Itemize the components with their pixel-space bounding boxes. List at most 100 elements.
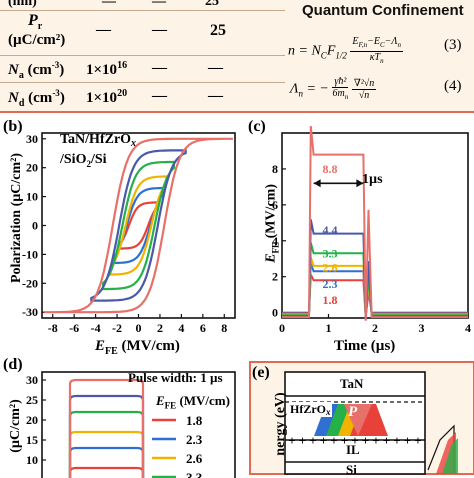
panel-d-axes-frame	[41, 371, 236, 478]
pulse-label-8.8: 8.8	[323, 162, 338, 176]
quantum-title: Quantum Confinement	[302, 2, 464, 19]
plus-charge: +	[404, 433, 411, 448]
y-tick-label: -10	[22, 247, 38, 261]
polarization-p-label: P	[348, 404, 358, 420]
plus-charge: +	[309, 433, 316, 448]
plus-charge: +	[414, 433, 421, 448]
y-tick-label: 6	[272, 198, 278, 212]
y-tick-label: 2	[272, 270, 278, 284]
panel-b-letter: (b)	[3, 118, 23, 135]
x-tick-label: -6	[69, 321, 79, 335]
row-pr-col3: 25	[210, 22, 226, 39]
equation-3: n = NCF1/2 EF,n−EC−Λn κTn	[288, 36, 403, 65]
equation-3-number: (3)	[444, 37, 462, 53]
y-tick-label: 8	[272, 162, 278, 176]
x-tick-label: 4	[465, 321, 471, 335]
row-nd-label: Nd (cm-3)	[8, 88, 65, 109]
panel-c-xlabel: Time (µs)	[334, 338, 396, 354]
legend-label-2.6: 2.6	[186, 451, 203, 466]
x-tick-label: 2	[157, 321, 163, 335]
x-tick-label: 0	[136, 321, 142, 335]
x-tick-label: 8	[221, 321, 227, 335]
panel-b-annotation-1: TaN/HfZrOx	[60, 132, 137, 149]
table-rule	[0, 10, 285, 11]
hysteresis-loop-8.8	[44, 137, 233, 314]
panel-d-letter: (d)	[3, 356, 23, 373]
top-table-panel	[0, 0, 474, 113]
x-tick-label: -2	[112, 321, 122, 335]
plus-charge: +	[393, 433, 400, 448]
pulse-label-1.8: 1.8	[323, 293, 338, 307]
x-tick-label: 0	[279, 321, 285, 335]
y-tick-label: 30	[26, 132, 38, 146]
y-tick-label: 25	[26, 393, 38, 407]
arrow-head-left	[313, 179, 321, 188]
y-tick-label: 0	[272, 306, 278, 320]
polarization-trace-8.8	[68, 378, 145, 478]
x-tick-label: -8	[48, 321, 58, 335]
row-na-col3: —	[208, 60, 223, 76]
y-tick-label: 10	[26, 453, 38, 467]
panel-b-annotation-2: /SiO2/Si	[60, 152, 107, 169]
pulse-label-2.3: 2.3	[323, 277, 338, 291]
row-pr-col2: —	[152, 22, 167, 38]
table-rule	[0, 82, 285, 83]
hysteresis-loop-4.4	[90, 149, 187, 302]
layer-il-label: IL	[346, 442, 360, 457]
pulse-width-label: 1µs	[362, 172, 383, 187]
y-tick-label: -30	[22, 305, 38, 319]
plus-charge: +	[288, 433, 295, 448]
y-tick-label: 30	[26, 373, 38, 387]
band-fill-green	[442, 438, 458, 474]
row-na-col2: —	[152, 60, 167, 76]
table-partial-cell: —	[152, 0, 166, 9]
row-pr-symbol: Pr	[28, 12, 43, 33]
x-tick-label: 2	[372, 321, 378, 335]
pulse-label-2.6: 2.6	[323, 261, 338, 275]
layer-si-label: Si	[346, 462, 357, 477]
table-partial-label: (nm)	[8, 0, 37, 9]
hysteresis-loop-2.6	[109, 175, 168, 276]
pulse-label-4.4: 4.4	[323, 223, 338, 237]
y-tick-label: 4	[272, 234, 278, 248]
panel-d-title: Pulse width: 1 µs	[128, 370, 223, 385]
panel-e-ylabel: nergy (eV)	[273, 392, 288, 456]
pulse-trace-8.8	[282, 126, 468, 321]
x-tick-label: 3	[419, 321, 425, 335]
legend-label-1.8: 1.8	[186, 413, 203, 428]
layer-tan-label: TaN	[340, 376, 364, 391]
table-partial-cell: 25	[205, 0, 219, 9]
row-nd-col1: 1×1020	[86, 88, 128, 106]
row-pr-unit: (µC/cm²)	[8, 32, 66, 48]
plus-charge: +	[330, 433, 337, 448]
panel-e-letter: (e)	[252, 364, 270, 381]
plus-charge: +	[351, 433, 358, 448]
legend-label-2.3: 2.3	[186, 432, 203, 447]
layer-hzo-label: HfZrOx	[289, 402, 332, 417]
plus-charge: +	[372, 433, 379, 448]
equation-4: Λn = − γħ² 6mn ∇²√n √n	[290, 76, 377, 101]
x-tick-label: -4	[91, 321, 101, 335]
plus-charge: +	[320, 433, 327, 448]
equation-4-number: (4)	[444, 78, 462, 94]
y-tick-label: -20	[22, 276, 38, 290]
panel-b-xlabel: EFE (MV/cm)	[95, 338, 180, 357]
y-tick-label: 20	[26, 161, 38, 175]
plus-charge: +	[362, 433, 369, 448]
row-na-col1: 1×1016	[86, 60, 128, 78]
y-tick-label: 0	[32, 219, 38, 233]
x-tick-label: 6	[200, 321, 206, 335]
charge-row: + + + + + + + + + + + + +	[288, 433, 421, 448]
x-tick-label: 1	[326, 321, 332, 335]
panel-c-letter: (c)	[248, 118, 266, 135]
legend-title: EFE (MV/cm)	[156, 393, 230, 411]
x-tick-label: 4	[178, 321, 184, 335]
plus-charge: +	[299, 433, 306, 448]
row-nd-col3: —	[208, 88, 223, 104]
y-tick-label: 20	[26, 413, 38, 427]
pulse-label-3.3: 3.3	[323, 246, 338, 260]
